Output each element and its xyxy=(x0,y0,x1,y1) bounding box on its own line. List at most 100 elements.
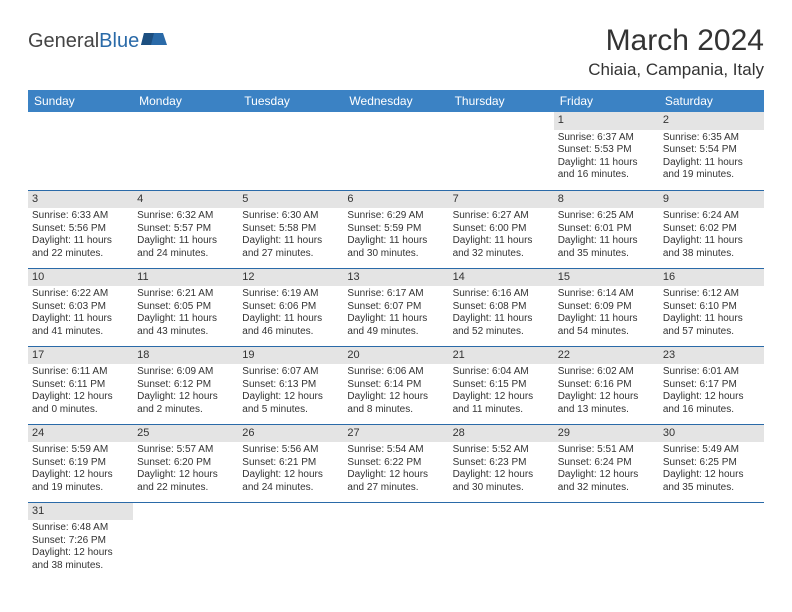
day-number: 27 xyxy=(343,425,448,443)
day-body: Sunrise: 6:32 AMSunset: 5:57 PMDaylight:… xyxy=(133,208,238,264)
sunset-text: Sunset: 6:17 PM xyxy=(663,379,760,392)
day-body: Sunrise: 6:24 AMSunset: 6:02 PMDaylight:… xyxy=(659,208,764,264)
day-body: Sunrise: 6:12 AMSunset: 6:10 PMDaylight:… xyxy=(659,286,764,342)
day-cell: 31Sunrise: 6:48 AMSunset: 7:26 PMDayligh… xyxy=(28,502,133,580)
weekday-header: Friday xyxy=(554,90,659,112)
sunset-text: Sunset: 5:53 PM xyxy=(558,144,655,157)
daylight-text: Daylight: 11 hours and 16 minutes. xyxy=(558,157,655,182)
day-cell: 19Sunrise: 6:07 AMSunset: 6:13 PMDayligh… xyxy=(238,346,343,424)
daylight-text: Daylight: 11 hours and 38 minutes. xyxy=(663,235,760,260)
day-number: 7 xyxy=(449,191,554,209)
sunset-text: Sunset: 5:56 PM xyxy=(32,223,129,236)
logo-text-1: General xyxy=(28,30,99,53)
week-row: 17Sunrise: 6:11 AMSunset: 6:11 PMDayligh… xyxy=(28,346,764,424)
day-number: 5 xyxy=(238,191,343,209)
daylight-text: Daylight: 11 hours and 41 minutes. xyxy=(32,313,129,338)
sunrise-text: Sunrise: 5:49 AM xyxy=(663,444,760,457)
sunrise-text: Sunrise: 6:07 AM xyxy=(242,366,339,379)
day-number: 30 xyxy=(659,425,764,443)
day-body: Sunrise: 5:54 AMSunset: 6:22 PMDaylight:… xyxy=(343,442,448,498)
sunrise-text: Sunrise: 6:14 AM xyxy=(558,288,655,301)
sunrise-text: Sunrise: 6:21 AM xyxy=(137,288,234,301)
sunrise-text: Sunrise: 6:09 AM xyxy=(137,366,234,379)
day-cell: 2Sunrise: 6:35 AMSunset: 5:54 PMDaylight… xyxy=(659,112,764,190)
day-cell: 17Sunrise: 6:11 AMSunset: 6:11 PMDayligh… xyxy=(28,346,133,424)
empty-cell xyxy=(659,502,764,580)
day-body: Sunrise: 6:16 AMSunset: 6:08 PMDaylight:… xyxy=(449,286,554,342)
day-body: Sunrise: 6:01 AMSunset: 6:17 PMDaylight:… xyxy=(659,364,764,420)
daylight-text: Daylight: 11 hours and 54 minutes. xyxy=(558,313,655,338)
sunrise-text: Sunrise: 6:17 AM xyxy=(347,288,444,301)
sunrise-text: Sunrise: 6:30 AM xyxy=(242,210,339,223)
sunrise-text: Sunrise: 5:54 AM xyxy=(347,444,444,457)
weekday-header: Wednesday xyxy=(343,90,448,112)
day-body: Sunrise: 6:17 AMSunset: 6:07 PMDaylight:… xyxy=(343,286,448,342)
day-cell: 10Sunrise: 6:22 AMSunset: 6:03 PMDayligh… xyxy=(28,268,133,346)
day-body: Sunrise: 5:51 AMSunset: 6:24 PMDaylight:… xyxy=(554,442,659,498)
day-body: Sunrise: 6:14 AMSunset: 6:09 PMDaylight:… xyxy=(554,286,659,342)
sunrise-text: Sunrise: 6:19 AM xyxy=(242,288,339,301)
daylight-text: Daylight: 12 hours and 38 minutes. xyxy=(32,547,129,572)
sunrise-text: Sunrise: 6:04 AM xyxy=(453,366,550,379)
day-number: 1 xyxy=(554,112,659,130)
weekday-header: Sunday xyxy=(28,90,133,112)
day-number: 31 xyxy=(28,503,133,521)
day-cell: 8Sunrise: 6:25 AMSunset: 6:01 PMDaylight… xyxy=(554,190,659,268)
day-cell: 9Sunrise: 6:24 AMSunset: 6:02 PMDaylight… xyxy=(659,190,764,268)
day-body: Sunrise: 6:11 AMSunset: 6:11 PMDaylight:… xyxy=(28,364,133,420)
day-number: 8 xyxy=(554,191,659,209)
header: GeneralBlue March 2024 Chiaia, Campania,… xyxy=(28,24,764,80)
day-number: 14 xyxy=(449,269,554,287)
daylight-text: Daylight: 11 hours and 43 minutes. xyxy=(137,313,234,338)
daylight-text: Daylight: 12 hours and 2 minutes. xyxy=(137,391,234,416)
empty-cell xyxy=(133,502,238,580)
empty-cell xyxy=(449,502,554,580)
sunset-text: Sunset: 6:23 PM xyxy=(453,457,550,470)
sunset-text: Sunset: 6:20 PM xyxy=(137,457,234,470)
day-cell: 12Sunrise: 6:19 AMSunset: 6:06 PMDayligh… xyxy=(238,268,343,346)
day-cell: 14Sunrise: 6:16 AMSunset: 6:08 PMDayligh… xyxy=(449,268,554,346)
week-row: 24Sunrise: 5:59 AMSunset: 6:19 PMDayligh… xyxy=(28,424,764,502)
daylight-text: Daylight: 12 hours and 32 minutes. xyxy=(558,469,655,494)
sunrise-text: Sunrise: 5:52 AM xyxy=(453,444,550,457)
sunset-text: Sunset: 6:21 PM xyxy=(242,457,339,470)
day-number: 20 xyxy=(343,347,448,365)
daylight-text: Daylight: 12 hours and 19 minutes. xyxy=(32,469,129,494)
day-body: Sunrise: 6:35 AMSunset: 5:54 PMDaylight:… xyxy=(659,130,764,186)
empty-cell xyxy=(238,112,343,190)
sunset-text: Sunset: 6:22 PM xyxy=(347,457,444,470)
daylight-text: Daylight: 11 hours and 30 minutes. xyxy=(347,235,444,260)
day-number: 29 xyxy=(554,425,659,443)
day-body: Sunrise: 5:52 AMSunset: 6:23 PMDaylight:… xyxy=(449,442,554,498)
sunset-text: Sunset: 6:11 PM xyxy=(32,379,129,392)
sunrise-text: Sunrise: 5:59 AM xyxy=(32,444,129,457)
sunset-text: Sunset: 6:07 PM xyxy=(347,301,444,314)
sunset-text: Sunset: 7:26 PM xyxy=(32,535,129,548)
day-body: Sunrise: 5:59 AMSunset: 6:19 PMDaylight:… xyxy=(28,442,133,498)
daylight-text: Daylight: 12 hours and 0 minutes. xyxy=(32,391,129,416)
day-number: 22 xyxy=(554,347,659,365)
day-number: 25 xyxy=(133,425,238,443)
sunset-text: Sunset: 6:08 PM xyxy=(453,301,550,314)
day-number: 3 xyxy=(28,191,133,209)
day-cell: 24Sunrise: 5:59 AMSunset: 6:19 PMDayligh… xyxy=(28,424,133,502)
sunrise-text: Sunrise: 5:56 AM xyxy=(242,444,339,457)
daylight-text: Daylight: 12 hours and 11 minutes. xyxy=(453,391,550,416)
sunset-text: Sunset: 6:10 PM xyxy=(663,301,760,314)
sunrise-text: Sunrise: 6:01 AM xyxy=(663,366,760,379)
daylight-text: Daylight: 11 hours and 49 minutes. xyxy=(347,313,444,338)
sunset-text: Sunset: 6:25 PM xyxy=(663,457,760,470)
daylight-text: Daylight: 12 hours and 24 minutes. xyxy=(242,469,339,494)
sunset-text: Sunset: 6:13 PM xyxy=(242,379,339,392)
daylight-text: Daylight: 12 hours and 13 minutes. xyxy=(558,391,655,416)
day-number: 9 xyxy=(659,191,764,209)
day-body: Sunrise: 6:04 AMSunset: 6:15 PMDaylight:… xyxy=(449,364,554,420)
empty-cell xyxy=(449,112,554,190)
sunrise-text: Sunrise: 5:51 AM xyxy=(558,444,655,457)
flag-icon xyxy=(141,30,167,53)
day-cell: 18Sunrise: 6:09 AMSunset: 6:12 PMDayligh… xyxy=(133,346,238,424)
day-body: Sunrise: 6:06 AMSunset: 6:14 PMDaylight:… xyxy=(343,364,448,420)
day-number: 4 xyxy=(133,191,238,209)
daylight-text: Daylight: 11 hours and 57 minutes. xyxy=(663,313,760,338)
day-number: 19 xyxy=(238,347,343,365)
